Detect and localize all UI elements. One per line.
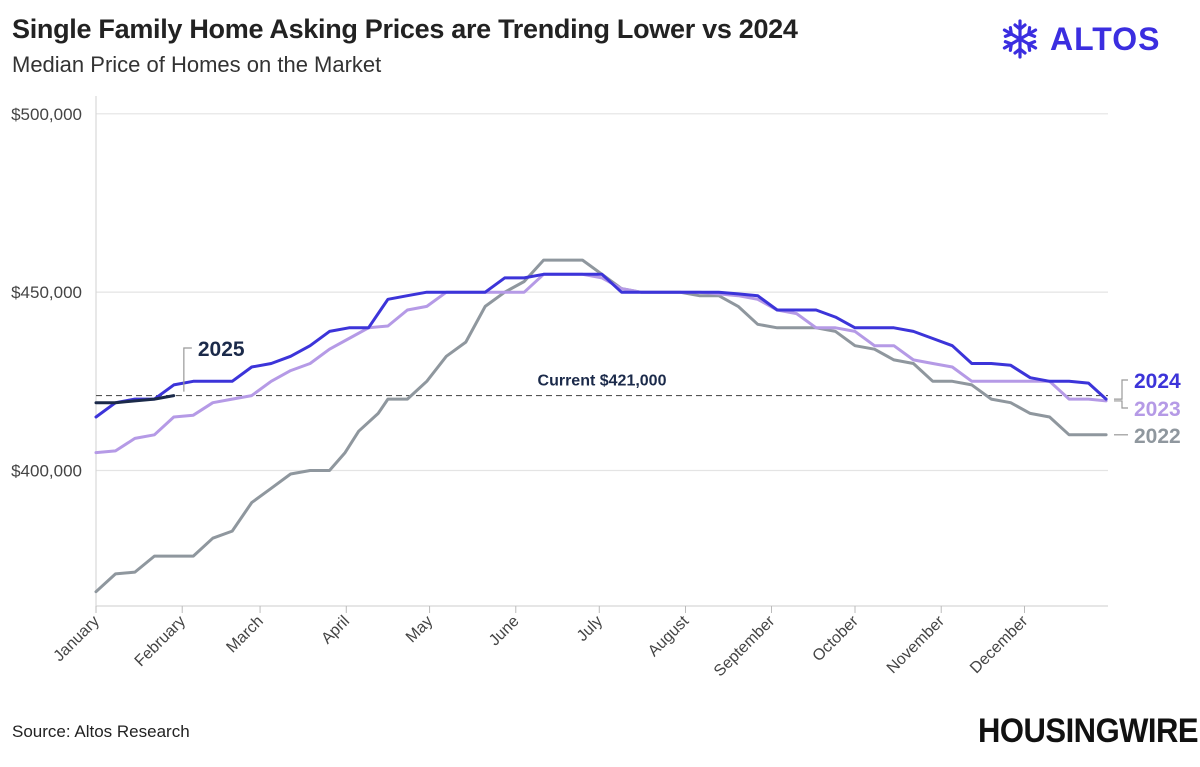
x-tick-label: July <box>574 613 606 645</box>
series-label-2022: 2022 <box>1134 425 1181 448</box>
label-leader-2025 <box>183 347 192 392</box>
chart-subtitle: Median Price of Homes on the Market <box>12 52 382 77</box>
series-line-2022 <box>94 258 1108 594</box>
label-leader-2023 <box>1114 400 1128 409</box>
series-line-2024 <box>94 272 1108 419</box>
x-tick-label: November <box>884 612 949 677</box>
x-tick-label: March <box>223 613 266 656</box>
series-label-2024: 2024 <box>1134 370 1181 393</box>
x-tick-label: August <box>645 612 693 660</box>
series-label-2025: 2025 <box>198 338 245 361</box>
x-tick-label: June <box>486 613 523 650</box>
y-tick-label: $450,000 <box>11 283 82 302</box>
series-label-2023: 2023 <box>1134 398 1181 421</box>
snowflake-icon <box>1002 19 1038 59</box>
altos-logo: ALTOS <box>1000 16 1160 62</box>
y-tick-label: $400,000 <box>11 461 82 480</box>
x-tick-label: May <box>403 613 436 646</box>
x-tick-label: October <box>810 612 863 665</box>
publisher-logo: HOUSINGWIRE <box>978 711 1199 750</box>
y-tick-label: $500,000 <box>11 105 82 124</box>
x-tick-label: February <box>132 613 189 670</box>
series-line-2023 <box>94 272 1108 455</box>
source-note: Source: Altos Research <box>12 722 190 741</box>
x-tick-label: December <box>967 612 1032 677</box>
brand-name: ALTOS <box>1050 20 1161 57</box>
label-leader-2024 <box>1114 379 1128 400</box>
x-tick-label: January <box>51 613 103 665</box>
x-tick-label: September <box>711 612 779 680</box>
chart-title: Single Family Home Asking Prices are Tre… <box>12 14 798 44</box>
x-tick-label: April <box>318 613 353 648</box>
current-price-label: Current $421,000 <box>538 373 667 390</box>
series-line-2025 <box>94 394 176 405</box>
